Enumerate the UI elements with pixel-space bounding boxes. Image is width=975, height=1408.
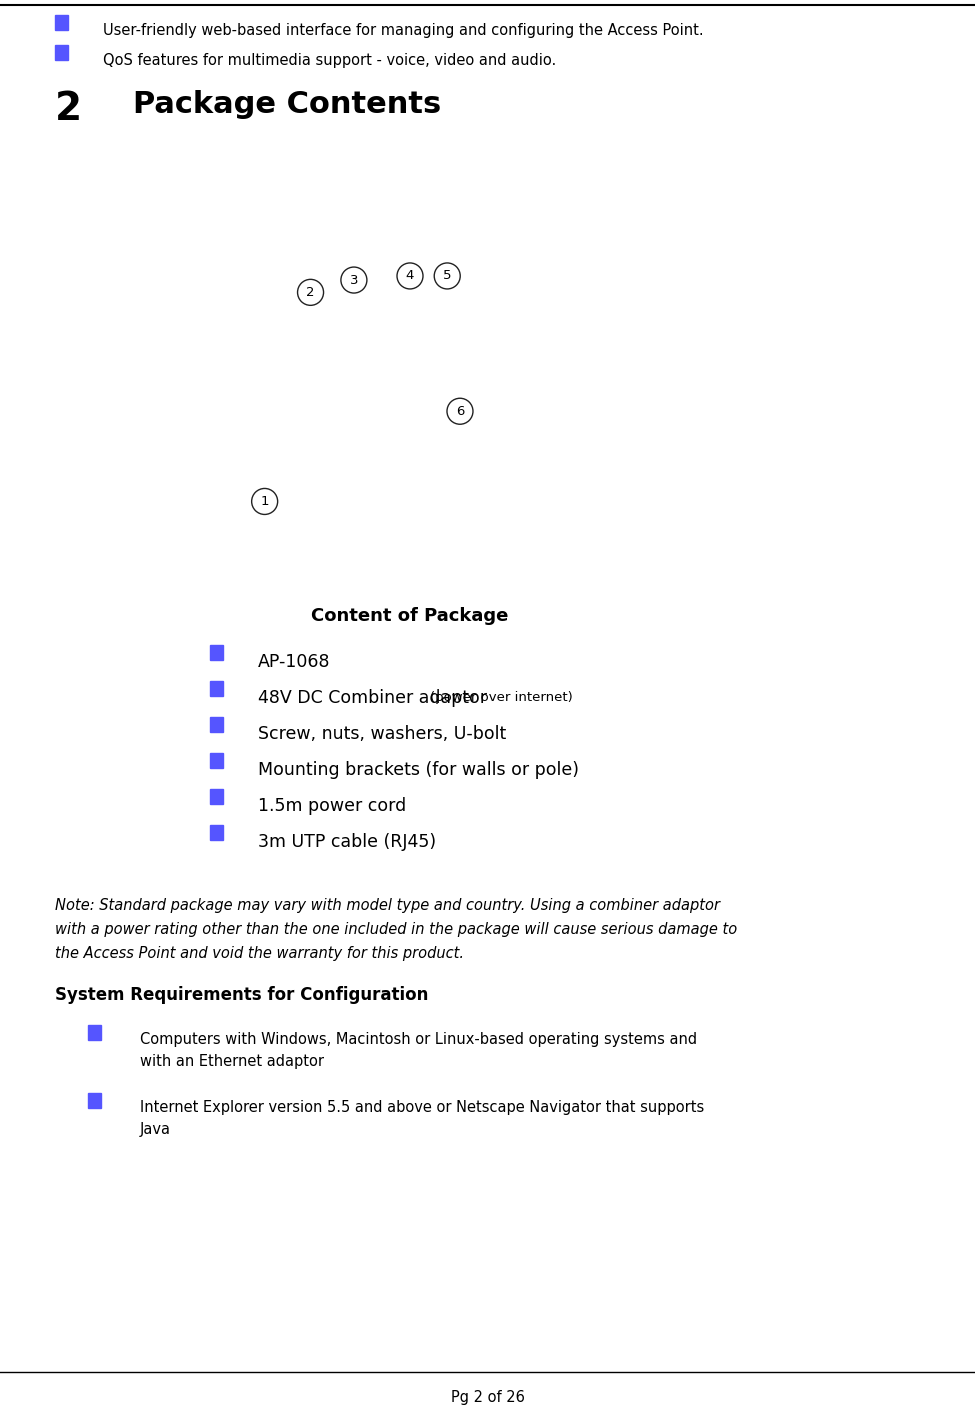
FancyBboxPatch shape (88, 1025, 101, 1041)
Text: with a power rating other than the one included in the package will cause seriou: with a power rating other than the one i… (55, 922, 737, 936)
FancyBboxPatch shape (210, 717, 223, 732)
FancyBboxPatch shape (210, 788, 223, 804)
FancyBboxPatch shape (55, 45, 68, 61)
FancyBboxPatch shape (210, 753, 223, 767)
Text: User-friendly web-based interface for managing and configuring the Access Point.: User-friendly web-based interface for ma… (103, 23, 704, 38)
Text: 2: 2 (306, 286, 315, 298)
Text: 1: 1 (260, 496, 269, 508)
Circle shape (447, 398, 473, 424)
Text: 2: 2 (55, 90, 82, 128)
Text: the Access Point and void the warranty for this product.: the Access Point and void the warranty f… (55, 946, 464, 962)
Circle shape (297, 279, 324, 306)
Circle shape (397, 263, 423, 289)
Text: 6: 6 (455, 404, 464, 418)
Text: 5: 5 (443, 269, 451, 283)
Text: (power over internet): (power over internet) (430, 691, 572, 704)
FancyBboxPatch shape (88, 1093, 101, 1108)
Circle shape (341, 268, 367, 293)
Text: Note: Standard package may vary with model type and country. Using a combiner ad: Note: Standard package may vary with mod… (55, 898, 720, 912)
Text: Pg 2 of 26: Pg 2 of 26 (450, 1390, 525, 1405)
Text: Content of Package: Content of Package (311, 607, 509, 625)
Text: Java: Java (140, 1122, 171, 1138)
Text: 3m UTP cable (RJ45): 3m UTP cable (RJ45) (258, 834, 436, 850)
Circle shape (252, 489, 278, 514)
Text: QoS features for multimedia support - voice, video and audio.: QoS features for multimedia support - vo… (103, 54, 557, 68)
Text: 3: 3 (350, 273, 358, 287)
FancyBboxPatch shape (210, 681, 223, 696)
Circle shape (434, 263, 460, 289)
Text: System Requirements for Configuration: System Requirements for Configuration (55, 986, 428, 1004)
Text: Internet Explorer version 5.5 and above or Netscape Navigator that supports: Internet Explorer version 5.5 and above … (140, 1100, 704, 1115)
Text: Computers with Windows, Macintosh or Linux-based operating systems and: Computers with Windows, Macintosh or Lin… (140, 1032, 697, 1048)
FancyBboxPatch shape (210, 825, 223, 841)
Text: with an Ethernet adaptor: with an Ethernet adaptor (140, 1055, 324, 1069)
Text: AP-1068: AP-1068 (258, 653, 331, 672)
FancyBboxPatch shape (210, 645, 223, 660)
Text: 1.5m power cord: 1.5m power cord (258, 797, 407, 815)
Text: Package Contents: Package Contents (133, 90, 442, 120)
Text: Mounting brackets (for walls or pole): Mounting brackets (for walls or pole) (258, 760, 579, 779)
FancyBboxPatch shape (155, 155, 665, 565)
Text: Screw, nuts, washers, U-bolt: Screw, nuts, washers, U-bolt (258, 725, 506, 743)
Text: 48V DC Combiner adaptor: 48V DC Combiner adaptor (258, 689, 492, 707)
Text: 4: 4 (406, 269, 414, 283)
FancyBboxPatch shape (55, 15, 68, 30)
